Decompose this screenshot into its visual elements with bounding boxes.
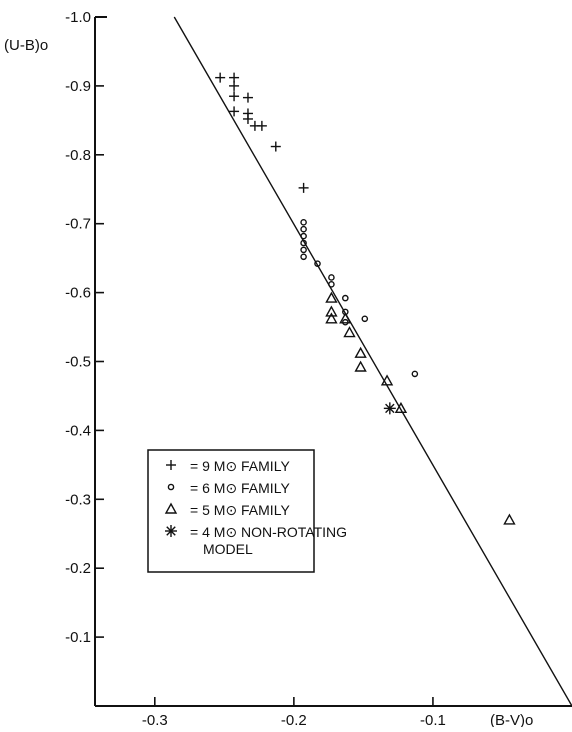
axes-layer: -0.1 -0.2 -0.3 -0.4 -0.5 -0.6 -0.7 -0.8 -0.9 -1.0… (4, 9, 572, 729)
data-point-plus (229, 80, 240, 91)
data-point-plus (215, 72, 226, 83)
data-point-circle (314, 260, 321, 267)
legend-label-continued: MODEL (203, 541, 253, 557)
fit-line-layer (173, 16, 572, 707)
legend: = 9 M⊙ FAMILY = 6 M⊙ FAMILY = 5 M⊙ FAMILY =… (147, 449, 347, 573)
data-point-circle (300, 232, 307, 240)
data-point-plus (229, 91, 240, 102)
legend-label: = 4 M⊙ NON-ROTATING (190, 524, 347, 540)
y-tick-label: -0.6 (65, 285, 91, 302)
legend-label: = 5 M⊙ FAMILY (190, 502, 290, 518)
data-point-triangle (503, 513, 516, 525)
data-point-triangle (325, 312, 338, 324)
legend-marker-triangle (164, 502, 178, 514)
data-point-circle (300, 239, 307, 247)
data-point-circle (300, 225, 307, 233)
data-point-plus (229, 106, 240, 117)
data-point-asterisk (383, 402, 396, 415)
data-point-circle (328, 281, 335, 288)
y-tick-label: -0.2 (65, 560, 91, 577)
data-point-triangle (380, 374, 394, 386)
y-tick-label: -0.1 (65, 629, 91, 646)
data-point-plus (242, 113, 253, 124)
legend-label: = 6 M⊙ FAMILY (190, 480, 290, 496)
data-point-circle (300, 246, 307, 254)
data-point-circle (361, 315, 369, 323)
y-tick-label: -0.5 (65, 354, 91, 371)
y-tick-label: -0.8 (65, 147, 91, 164)
legend-marker-circle (167, 483, 175, 491)
legend-label: = 9 M⊙ FAMILY (190, 458, 290, 474)
data-point-circle (300, 219, 307, 226)
y-axis-title: (U-B)o (4, 37, 48, 54)
data-point-circle (342, 294, 349, 302)
data-point-circle (328, 274, 335, 281)
data-point-plus (256, 120, 267, 131)
y-tick-label: -1.0 (65, 9, 91, 26)
data-point-triangle (354, 346, 367, 358)
y-tick-label: -0.9 (65, 78, 91, 95)
x-tick-label: -0.3 (142, 712, 168, 727)
x-tick-label: -0.1 (420, 712, 446, 727)
data-marks-layer (215, 72, 516, 525)
data-point-triangle (394, 401, 408, 414)
data-point-circle (411, 370, 419, 378)
y-tick-label: -0.7 (65, 216, 91, 233)
y-tick-label: -0.3 (65, 491, 91, 508)
data-point-circle (300, 253, 307, 261)
data-point-triangle (339, 312, 352, 324)
data-point-plus (298, 182, 309, 193)
y-tick-label: -0.4 (65, 422, 91, 439)
data-point-triangle (325, 291, 338, 303)
x-tick-label: -0.2 (281, 712, 307, 727)
legend-marker-asterisk (165, 525, 177, 537)
fit-line (173, 16, 572, 707)
data-point-triangle (343, 326, 356, 338)
data-point-plus (242, 92, 253, 103)
data-point-triangle (354, 360, 367, 372)
legend-marker-plus (166, 460, 176, 470)
data-point-triangle (325, 305, 338, 317)
data-point-plus (270, 141, 281, 152)
x-axis-title: (B-V)o (490, 712, 533, 727)
